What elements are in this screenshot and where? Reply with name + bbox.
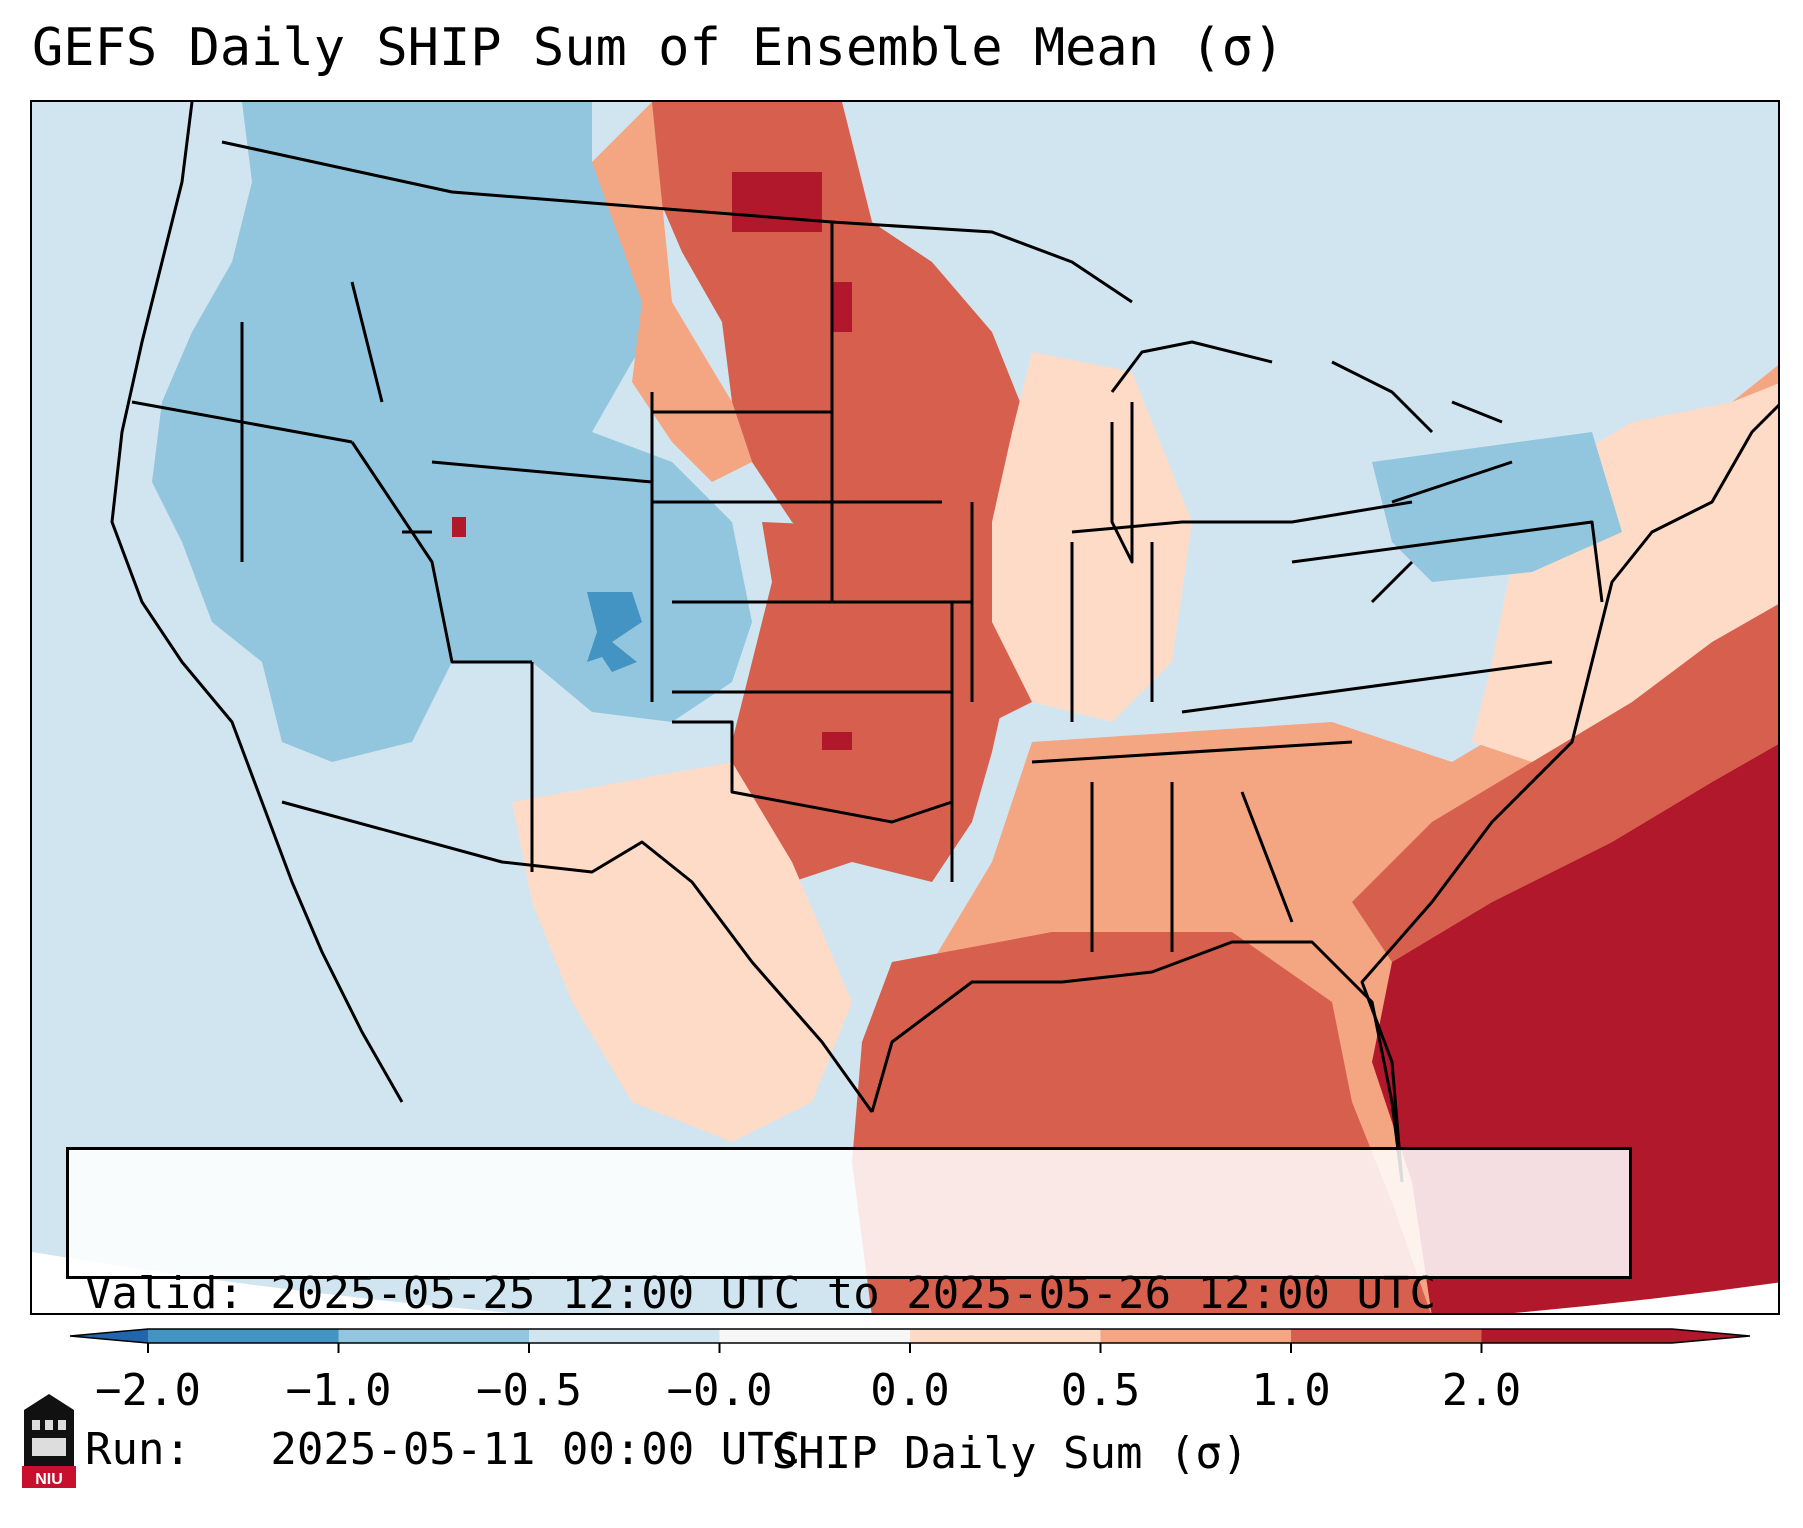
logo-window-1	[32, 1420, 40, 1430]
border-canada	[221, 140, 1133, 304]
field-texas-pink	[512, 762, 852, 1142]
colorbar-segment	[1291, 1329, 1482, 1343]
colorbar-segment	[338, 1329, 529, 1343]
field-montana-salmon	[592, 102, 752, 482]
colorbar	[70, 1328, 1750, 1353]
run-time-line: Run: 2025-05-11 00:00 UTC	[85, 1424, 801, 1475]
great-lakes	[1110, 340, 1513, 564]
field-atlantic-red	[1352, 604, 1778, 962]
logo-text: NIU	[35, 1471, 63, 1488]
logo-band	[22, 1466, 76, 1488]
colorbar-tick-label: 0.5	[1060, 1365, 1141, 1416]
colorbar-tick-label: −2.0	[95, 1365, 201, 1416]
logo-window-2	[45, 1420, 53, 1430]
field-dark-red-nd	[832, 282, 852, 332]
field-colorado-blue	[587, 592, 642, 672]
valid-time-line: Valid: 2025-05-25 12:00 UTC to 2025-05-2…	[85, 1268, 1437, 1319]
colorbar-tick-label: 0.0	[870, 1365, 950, 1416]
logo-roof	[24, 1394, 74, 1410]
field-dark-red-utah	[452, 517, 466, 537]
coastline-west	[110, 102, 404, 1103]
state-lines-west	[131, 281, 654, 872]
chart-title: GEFS Daily SHIP Sum of Ensemble Mean (σ)	[32, 18, 1285, 78]
field-dark-red-ok	[822, 732, 852, 750]
colorbar-tick-label: −1.0	[285, 1365, 392, 1416]
colorbar-extend-high	[1672, 1329, 1750, 1343]
domain-edge-bottom	[32, 1252, 1778, 1313]
atlantic-coast	[1360, 403, 1778, 1183]
colorbar-tick-label: 1.0	[1251, 1365, 1331, 1416]
field-midwest-pink	[992, 352, 1192, 722]
map-panel	[30, 100, 1780, 1315]
colorbar-label: SHIP Daily Sum (σ)	[771, 1428, 1249, 1479]
map-canvas	[32, 102, 1778, 1313]
border-mexico	[281, 800, 874, 1113]
colorbar-segment	[529, 1329, 720, 1343]
field-dark-red-dakotas	[732, 172, 822, 232]
colorbar-tick-label: −0.5	[476, 1365, 582, 1416]
state-lines-east	[1031, 500, 1604, 952]
colorbar-tick-label: −0.0	[666, 1365, 773, 1416]
gulf-coast	[870, 940, 1404, 1183]
colorbar-segment	[719, 1329, 910, 1343]
colorbar-tick-label: 2.0	[1441, 1365, 1522, 1416]
boundaries	[110, 102, 1778, 1183]
colorbar-extend-low	[70, 1329, 148, 1343]
colorbar-segment	[1100, 1329, 1291, 1343]
validity-info-box: Valid: 2025-05-25 12:00 UTC to 2025-05-2…	[66, 1147, 1632, 1475]
field-southern-plains-red	[732, 522, 1012, 882]
colorbar-segment	[910, 1329, 1101, 1343]
colorbar-outline	[70, 1328, 1750, 1344]
niu-logo: NIU	[22, 1394, 76, 1488]
logo-window-3	[58, 1420, 66, 1430]
colorbar-segment	[1481, 1329, 1672, 1343]
logo-window-4	[32, 1438, 66, 1456]
state-lines-central	[652, 222, 974, 882]
colorbar-segment	[148, 1329, 339, 1343]
